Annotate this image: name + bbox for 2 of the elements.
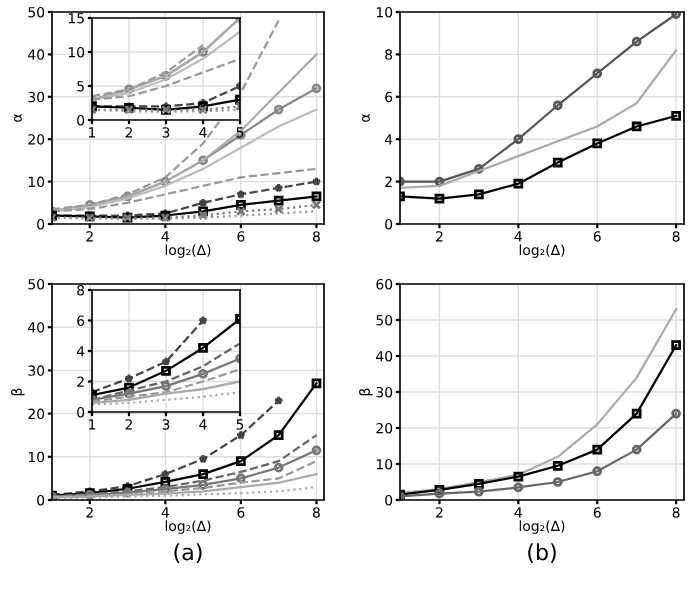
text: (b) xyxy=(528,543,556,564)
text: (a) xyxy=(174,543,202,564)
